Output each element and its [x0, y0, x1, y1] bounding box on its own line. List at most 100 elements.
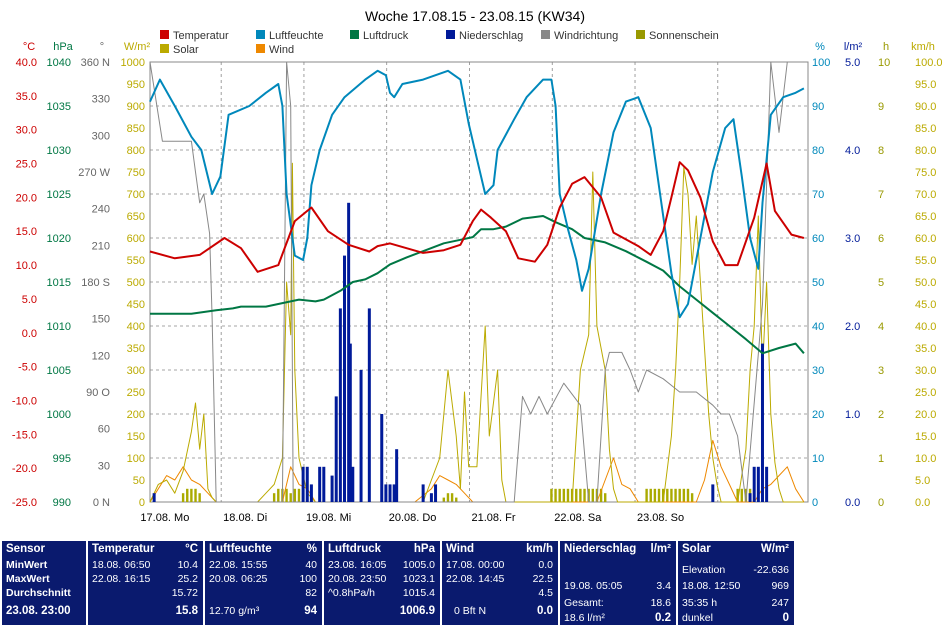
- y-tick-left: 900: [127, 101, 145, 113]
- sunshine-bar: [181, 493, 185, 502]
- y-tick-right: 6: [878, 233, 884, 245]
- wind-unit: km/h: [526, 543, 553, 555]
- panel-rain: Niederschlag l/m² 19.08. 05:05 3.4 Gesamt:…: [560, 541, 676, 625]
- y-tick-left: 600: [127, 233, 145, 245]
- press-max: 1023.1: [402, 573, 435, 585]
- rain-sum: 18.6 l/m²: [564, 612, 605, 624]
- sunshine-bar: [682, 488, 686, 502]
- y-tick-right: 5.0: [845, 57, 860, 69]
- sensor-title: Sensor: [6, 543, 45, 555]
- hum-max: 100: [299, 573, 317, 585]
- y-tick-left: 5.0: [22, 294, 37, 306]
- y-tick-right: 0.0: [915, 497, 930, 509]
- y-tick-left: 1025: [47, 189, 71, 201]
- precipitation-bar: [322, 466, 326, 502]
- precipitation-bar: [752, 466, 756, 502]
- y-tick-right: 35.0: [915, 343, 936, 355]
- chart-series: [149, 61, 805, 503]
- y-tick-right: 70: [812, 189, 824, 201]
- chart-axes: 40.035.030.025.020.015.010.05.00.0-5.0-1…: [12, 57, 943, 509]
- sunshine-bar: [599, 488, 603, 502]
- y-tick-left: 200: [127, 409, 145, 421]
- rain-current: 0.2: [655, 612, 671, 624]
- x-tick-label: 22.08. Sa: [554, 512, 602, 524]
- y-tick-right: 40: [812, 321, 824, 333]
- y-tick-right: 0: [878, 497, 884, 509]
- y-tick-right: 25.0: [915, 387, 936, 399]
- sunshine-bar: [554, 488, 557, 502]
- temp-current: 15.8: [175, 605, 198, 617]
- sunshine-bar: [661, 488, 665, 502]
- y-tick-left: 0 N: [93, 497, 110, 509]
- precipitation-bar: [301, 466, 305, 502]
- x-tick-label: 20.08. Do: [389, 512, 437, 524]
- y-tick-left: 450: [127, 299, 145, 311]
- y-tick-left: 330: [92, 94, 110, 106]
- y-tick-right: 60: [812, 233, 824, 245]
- legend-label: Luftfeuchte: [269, 30, 323, 42]
- precipitation-bar: [152, 493, 156, 502]
- precipitation-bar: [392, 484, 396, 502]
- precipitation-bar: [309, 484, 313, 502]
- temp-unit: °C: [185, 543, 198, 555]
- y-tick-left: -5.0: [18, 362, 37, 374]
- precipitation-bar: [756, 466, 760, 502]
- y-tick-left: 700: [127, 189, 145, 201]
- y-tick-left: 300: [92, 130, 110, 142]
- legend-label: Luftdruck: [363, 30, 409, 42]
- precipitation-bar: [347, 202, 351, 503]
- y-unit-right: km/h: [911, 41, 935, 53]
- y-tick-left: 240: [92, 204, 110, 216]
- precipitation-bar: [434, 484, 438, 502]
- y-tick-left: 995: [53, 453, 71, 465]
- y-tick-left: 0.0: [22, 328, 37, 340]
- y-tick-left: 250: [127, 387, 145, 399]
- press-min: 1005.0: [402, 559, 435, 571]
- sunshine-bar: [277, 488, 280, 502]
- y-tick-left: 50: [133, 475, 145, 487]
- precipitation-bar: [305, 466, 309, 502]
- precipitation-bar: [748, 493, 752, 502]
- sunshine-bar: [289, 493, 292, 502]
- legend-swatch: [636, 30, 645, 39]
- y-tick-right: 50.0: [915, 277, 936, 289]
- y-tick-left: 15.0: [16, 226, 37, 238]
- panel-sensor: Sensor MinWert MaxWert Durchschnitt 23.0…: [2, 541, 86, 625]
- solar-max-time: 18.08. 12:50: [682, 580, 741, 592]
- sunshine-bar: [450, 493, 454, 502]
- legend-label: Niederschlag: [459, 30, 523, 42]
- y-tick-left: 100: [127, 453, 145, 465]
- legend-label: Temperatur: [173, 30, 229, 42]
- press-unit: hPa: [413, 543, 435, 555]
- solar-state: dunkel: [682, 612, 713, 624]
- precipitation-bar: [395, 449, 399, 502]
- sunshine-bar: [566, 488, 570, 502]
- legend-swatch: [256, 44, 265, 53]
- axis-units: °C hPa ° W/m²% l/m² h km/h: [23, 41, 935, 53]
- wind-max-time: 22.08. 14:45: [446, 573, 505, 585]
- precipitation-bar: [384, 484, 388, 502]
- hum-min: 40: [305, 559, 317, 571]
- y-tick-left: 500: [127, 277, 145, 289]
- solar-elev: -22.636: [753, 564, 789, 576]
- press-max-time: 20.08. 23:50: [328, 573, 387, 585]
- temperature-line: [149, 161, 805, 273]
- x-tick-label: 21.08. Fr: [471, 512, 515, 524]
- temp-avg: 15.72: [171, 587, 198, 599]
- y-tick-left: 400: [127, 321, 145, 333]
- y-tick-right: 40.0: [915, 321, 936, 333]
- press-title: Luftdruck: [328, 543, 382, 555]
- legend-swatch: [446, 30, 455, 39]
- y-tick-right: 95.0: [915, 79, 936, 91]
- y-tick-right: 20.0: [915, 409, 936, 421]
- y-tick-left: 90 O: [86, 387, 110, 399]
- solar-max: 969: [771, 580, 789, 592]
- precipitation-bar: [421, 484, 425, 502]
- sunshine-bar: [690, 493, 694, 502]
- y-tick-left: 30: [98, 460, 110, 472]
- y-tick-left: -20.0: [12, 463, 37, 475]
- wind-min: 0.0: [538, 559, 553, 571]
- rain-total-label: Gesamt:: [564, 597, 604, 609]
- sunshine-bar: [649, 488, 652, 502]
- row-max-label: MaxWert: [6, 573, 50, 585]
